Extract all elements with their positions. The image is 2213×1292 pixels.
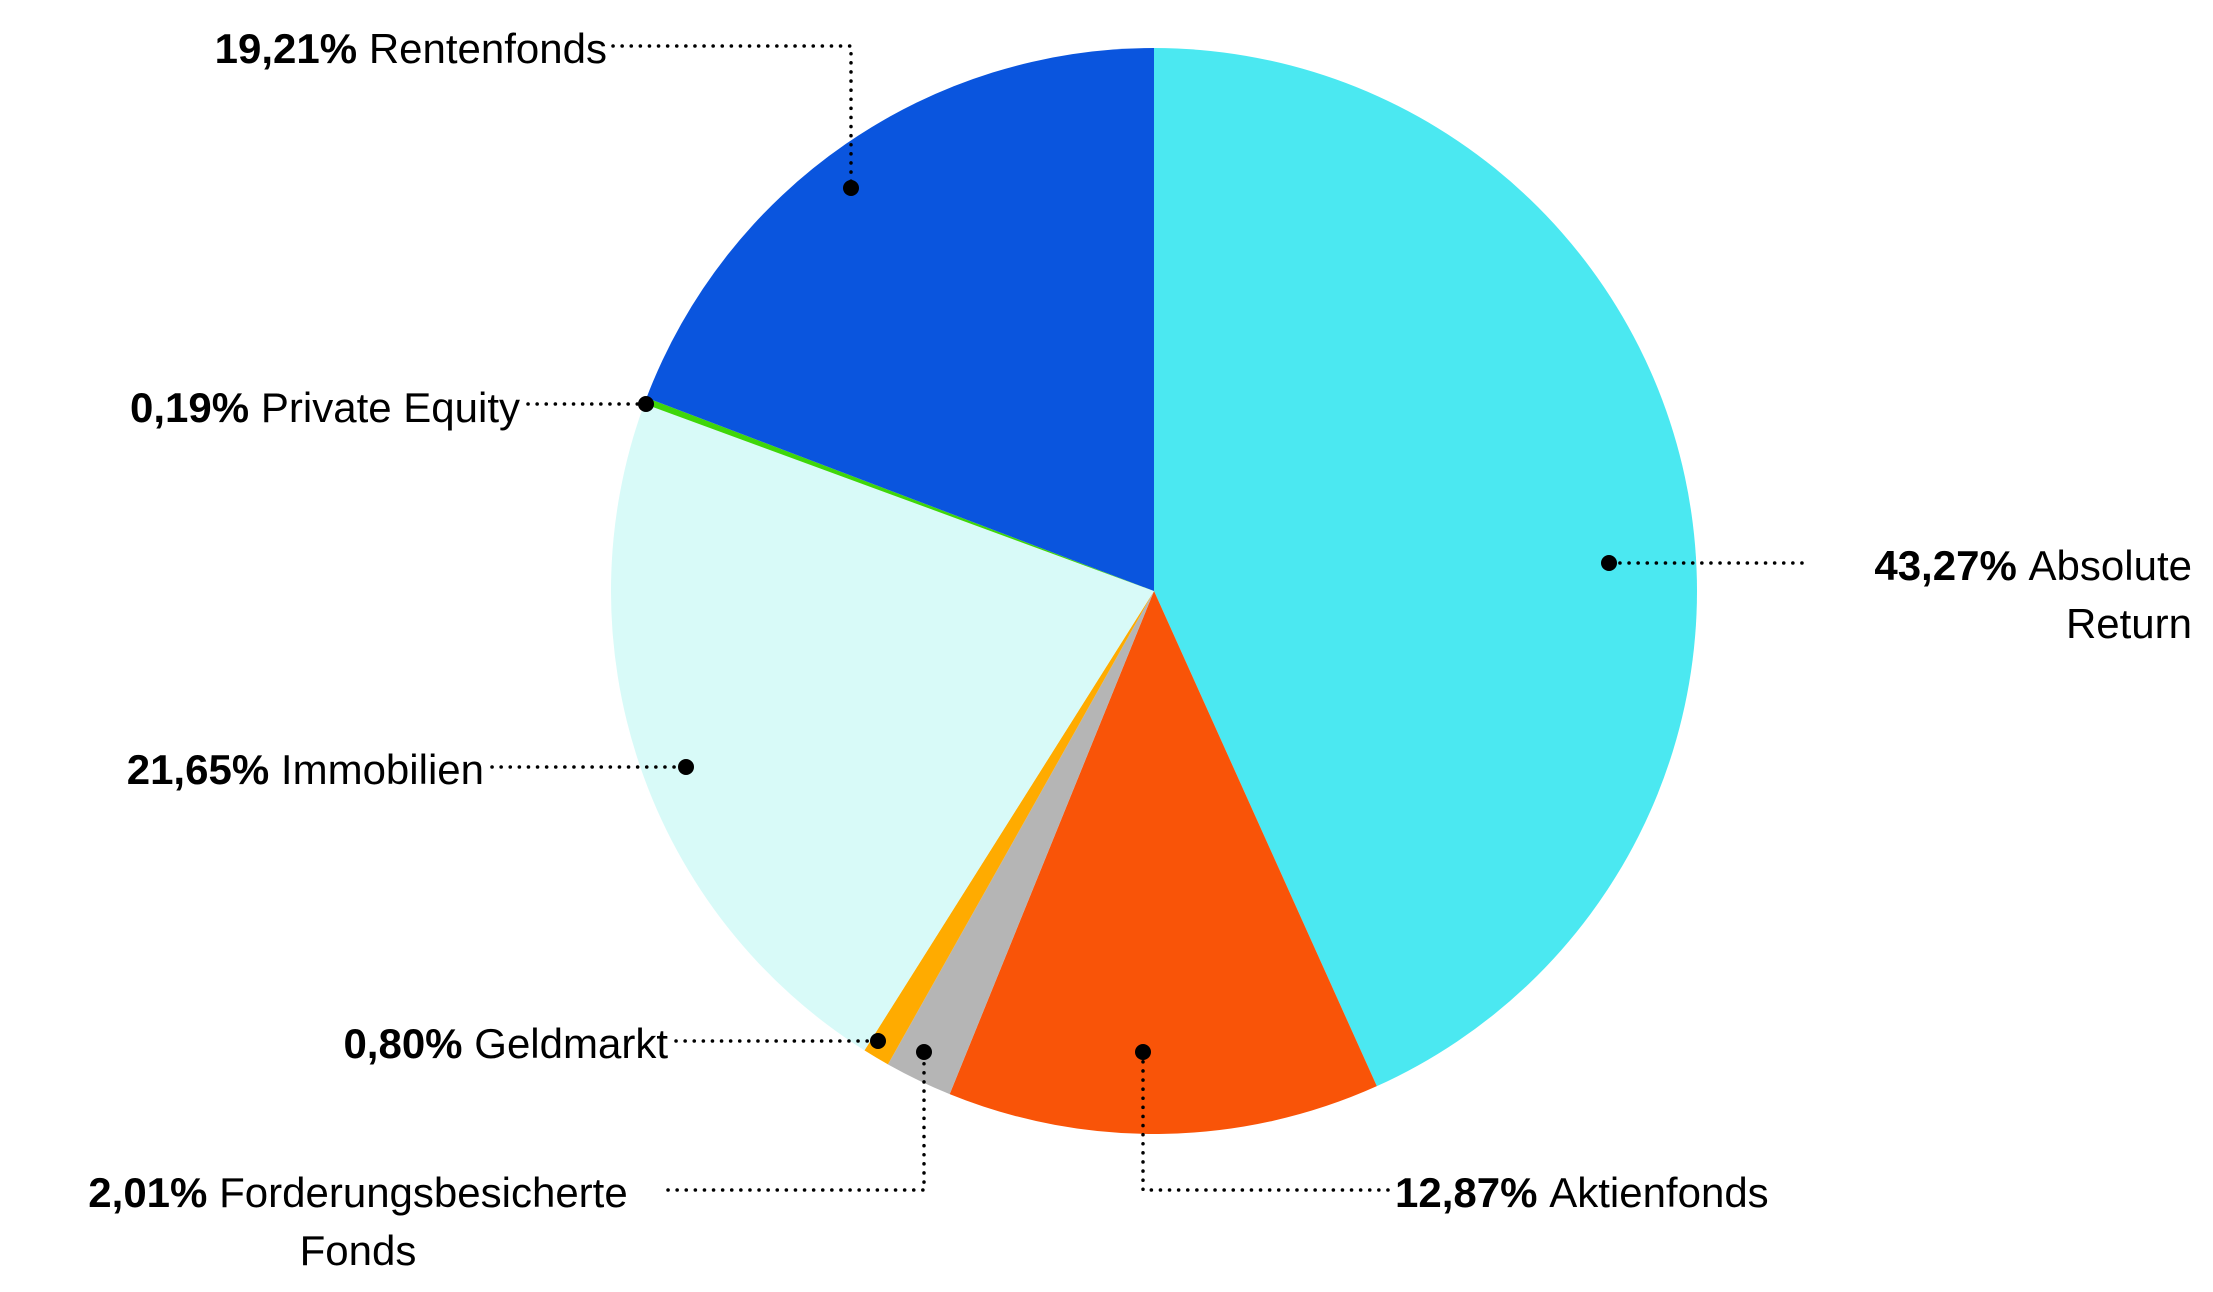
leader-lines-group (490, 44, 1804, 1192)
forderungsbesicherte-percent: 2,01% (88, 1169, 208, 1216)
pie-slice-immobilien (611, 403, 1154, 1051)
pie-slice-aktienfonds (949, 591, 1377, 1134)
leader-dot-aktienfonds (1135, 1044, 1151, 1060)
rentenfonds-name: Rentenfonds (368, 25, 607, 72)
pie-slice-private-equity (644, 397, 1154, 591)
callout-label-immobilien: 21,65% Immobilien (127, 741, 484, 799)
rentenfonds-percent: 19,21% (214, 25, 358, 72)
immobilien-percent: 21,65% (126, 746, 270, 793)
leader-dot-forderungsbesicherte-fonds (916, 1044, 932, 1060)
pie-slice-rentenfonds (646, 48, 1154, 591)
leader-dot-geldmarkt (870, 1033, 886, 1049)
aktienfonds-name: Aktienfonds (1549, 1169, 1769, 1216)
absolute-return-name: Absolute Return (2028, 542, 2192, 647)
pie-slice-absolute-return (1154, 48, 1698, 1087)
geldmarkt-percent: 0,80% (343, 1020, 463, 1067)
leader-dot-immobilien (678, 759, 694, 775)
leader-dot-private-equity (638, 396, 654, 412)
private-equity-name: Private Equity (260, 384, 520, 431)
leader-dots-group (638, 180, 1617, 1060)
pie-slices-group (611, 48, 1698, 1134)
absolute-return-percent: 43,27% (1874, 542, 2017, 589)
forderungsbesicherte-name: Forderungsbesicherte Fonds (219, 1169, 628, 1274)
callout-label-absolute-return: 43,27% Absolute Return (1832, 537, 2192, 653)
callout-label-forderungsbesicherte-fonds: 2,01% Forderungsbesicherte Fonds (58, 1164, 658, 1280)
private-equity-percent: 0,19% (130, 384, 250, 431)
immobilien-name: Immobilien (280, 746, 484, 793)
leader-line-forderungsbesicherte-fonds (666, 1050, 926, 1192)
callout-label-aktienfonds: 12,87% Aktienfonds (1395, 1164, 1769, 1222)
leader-line-rentenfonds (611, 44, 853, 190)
callout-label-private-equity: 0,19% Private Equity (130, 379, 520, 437)
callout-label-geldmarkt: 0,80% Geldmarkt (343, 1015, 668, 1073)
leader-dot-absolute-return (1601, 555, 1617, 571)
pie-slice-forderungsbesicherte-fonds (887, 591, 1154, 1095)
aktienfonds-percent: 12,87% (1395, 1169, 1538, 1216)
leader-line-aktienfonds (1141, 1050, 1390, 1192)
callout-label-rentenfonds: 19,21% Rentenfonds (215, 20, 607, 78)
pie-slice-geldmarkt (864, 591, 1154, 1065)
geldmarkt-name: Geldmarkt (474, 1020, 668, 1067)
leader-dot-rentenfonds (843, 180, 859, 196)
